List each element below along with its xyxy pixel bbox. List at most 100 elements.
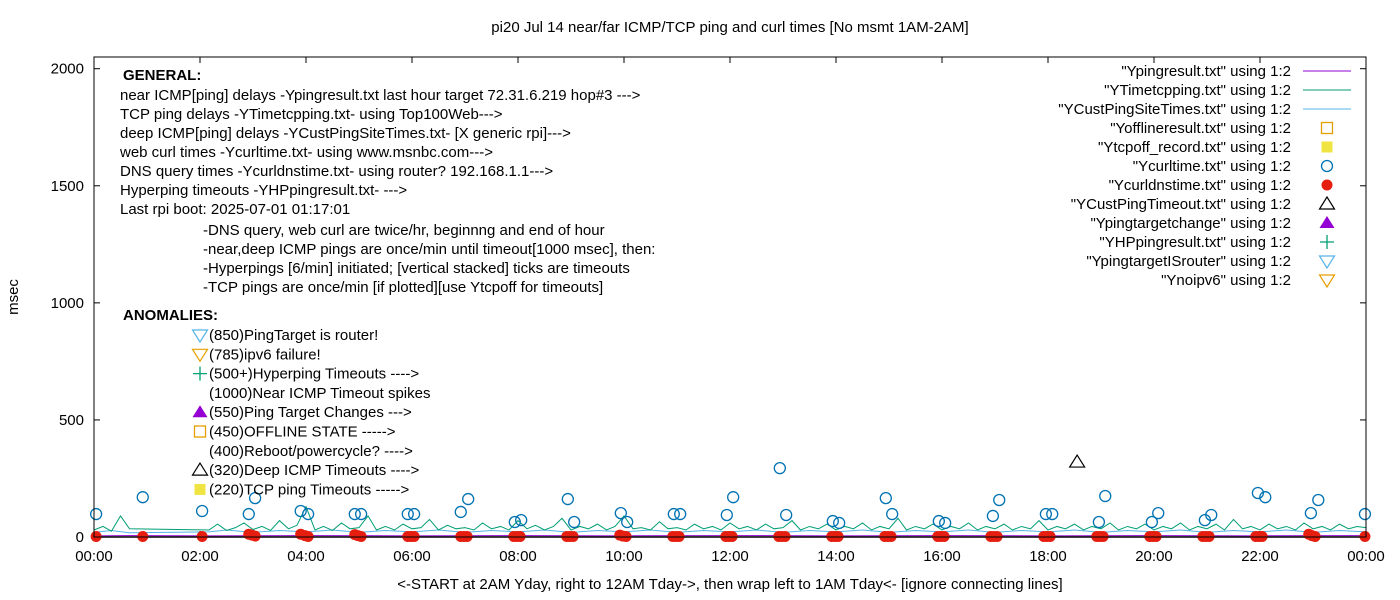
curl-point <box>508 515 521 529</box>
curl-point <box>826 514 839 528</box>
curl-point <box>1099 489 1112 503</box>
anomalies-heading: ANOMALIES: <box>123 307 218 324</box>
curl-point <box>833 516 846 530</box>
x-tick-label: 00:00 <box>75 548 113 565</box>
general-line: near ICMP[ping] delays -Ypingresult.txt … <box>120 87 641 104</box>
curl-point <box>401 507 414 521</box>
y-tick-label: 1000 <box>51 295 84 312</box>
curl-point <box>1039 507 1053 521</box>
x-tick-label: 14:00 <box>817 548 855 565</box>
anomaly-symbol-square-open <box>193 425 207 438</box>
general-line: Hyperping timeouts -YHPpingresult.txt- -… <box>120 182 407 199</box>
legend-label: "Ypingtargetchange" using 1:2 <box>1090 215 1291 232</box>
anomaly-item: (450)OFFLINE STATE -----> <box>209 424 396 441</box>
legend-label: "Ycurldnstime.txt" using 1:2 <box>1109 177 1291 194</box>
x-tick-label: 04:00 <box>287 548 325 565</box>
curl-point <box>986 509 1000 523</box>
curl-point <box>879 491 892 505</box>
curl-point <box>1358 507 1372 521</box>
x-tick-label: 20:00 <box>1135 548 1173 565</box>
x-tick-label: 12:00 <box>711 548 749 565</box>
general-line: deep ICMP[ping] delays -YCustPingSiteTim… <box>120 125 571 142</box>
x-tick-label: 00:00 <box>1347 548 1385 565</box>
curl-point <box>242 507 255 521</box>
x-tick-label: 08:00 <box>499 548 537 565</box>
curl-point <box>462 492 475 506</box>
curl-point <box>515 513 528 527</box>
anomaly-item: (785)ipv6 failure! <box>209 346 321 363</box>
curl-point <box>773 462 786 475</box>
curl-point <box>1205 508 1218 522</box>
legend-label: "Yofflineresult.txt" using 1:2 <box>1110 120 1291 137</box>
curl-point <box>301 507 315 521</box>
curl-point <box>568 515 581 529</box>
general-line: web curl times -Ycurltime.txt- using www… <box>119 144 493 161</box>
curl-point <box>939 516 952 530</box>
anomaly-item: (320)Deep ICMP Timeouts ----> <box>209 462 419 479</box>
curl-point <box>1304 506 1318 520</box>
curl-point <box>621 515 634 529</box>
general-note: -Hyperpings [6/min] initiated; [vertical… <box>203 260 630 277</box>
anomaly-item: (220)TCP ping Timeouts -----> <box>209 481 409 498</box>
curl-point <box>1251 486 1265 500</box>
legend-symbol-square-open <box>1320 121 1334 135</box>
x-tick-label: 06:00 <box>393 548 431 565</box>
curl-point <box>195 504 209 518</box>
y-tick-label: 1500 <box>51 178 84 195</box>
dns-point <box>249 530 261 542</box>
curl-point <box>780 508 793 522</box>
y-tick-label: 0 <box>76 529 84 546</box>
anomaly-item: (1000)Near ICMP Timeout spikes <box>209 385 430 402</box>
legend-label: "YpingtargetISrouter" using 1:2 <box>1086 253 1291 270</box>
curl-point <box>294 504 307 518</box>
curl-point <box>932 514 945 528</box>
x-tick-label: 16:00 <box>923 548 961 565</box>
legend-symbol-square-filled <box>1321 141 1333 153</box>
curl-point <box>1312 493 1325 507</box>
anomaly-item: (850)PingTarget is router! <box>209 327 378 344</box>
anomaly-symbol-square-filled <box>194 483 206 495</box>
curl-point <box>348 507 361 521</box>
legend-symbol-triangle-down-open <box>1318 274 1336 289</box>
legend-symbol-triangle-up-open <box>1318 195 1336 210</box>
anomaly-symbol-triangle-down-open <box>191 329 209 344</box>
chart-title: pi20 Jul 14 near/far ICMP/TCP ping and c… <box>491 19 968 36</box>
cust-ping-timeout-point <box>1068 453 1086 468</box>
anomaly-symbol-triangle-down-open <box>191 348 209 363</box>
curl-point <box>674 507 687 521</box>
curl-point <box>89 507 103 521</box>
anomaly-item: (500+)Hyperping Timeouts ----> <box>209 366 419 383</box>
legend-label: "YHPpingresult.txt" using 1:2 <box>1099 234 1291 251</box>
curl-point <box>354 507 368 521</box>
legend-symbol-circle-open <box>1320 159 1334 173</box>
x-tick-label: 10:00 <box>605 548 643 565</box>
legend-label: "Ynoipv6" using 1:2 <box>1161 272 1291 289</box>
x-tick-label: 22:00 <box>1241 548 1279 565</box>
curl-point <box>667 507 680 521</box>
general-line: DNS query times -Ycurldnstime.txt- using… <box>120 163 553 180</box>
legend-symbol-triangle-down-open <box>1318 255 1336 270</box>
anomaly-item: (400)Reboot/powercycle? ----> <box>209 443 413 460</box>
curl-point <box>454 505 467 519</box>
general-heading: GENERAL: <box>123 67 201 84</box>
curl-point <box>1259 491 1272 504</box>
legend-symbol-plus <box>1320 235 1334 249</box>
x-axis-label: <-START at 2AM Yday, right to 12AM Tday-… <box>397 576 1062 593</box>
legend-label: "YTimetcpping.txt" using 1:2 <box>1104 82 1291 99</box>
series-line-YTimetcpping <box>93 505 1367 532</box>
curl-point <box>993 493 1006 507</box>
curl-point <box>727 491 740 504</box>
curl-point <box>1152 506 1165 520</box>
general-line: TCP ping delays -YTimetcpping.txt- using… <box>120 106 503 123</box>
legend-label: "Ycurltime.txt" using 1:2 <box>1133 158 1291 175</box>
y-tick-label: 500 <box>59 412 84 429</box>
x-tick-label: 02:00 <box>181 548 219 565</box>
y-axis-label: msec <box>5 279 22 315</box>
curl-point <box>136 491 149 504</box>
y-tick-label: 2000 <box>51 61 84 78</box>
legend-label: "YCustPingTimeout.txt" using 1:2 <box>1071 196 1291 213</box>
general-note: -near,deep ICMP pings are once/min until… <box>203 241 655 258</box>
legend-symbol-circle-filled <box>1321 179 1333 191</box>
x-tick-label: 18:00 <box>1029 548 1067 565</box>
